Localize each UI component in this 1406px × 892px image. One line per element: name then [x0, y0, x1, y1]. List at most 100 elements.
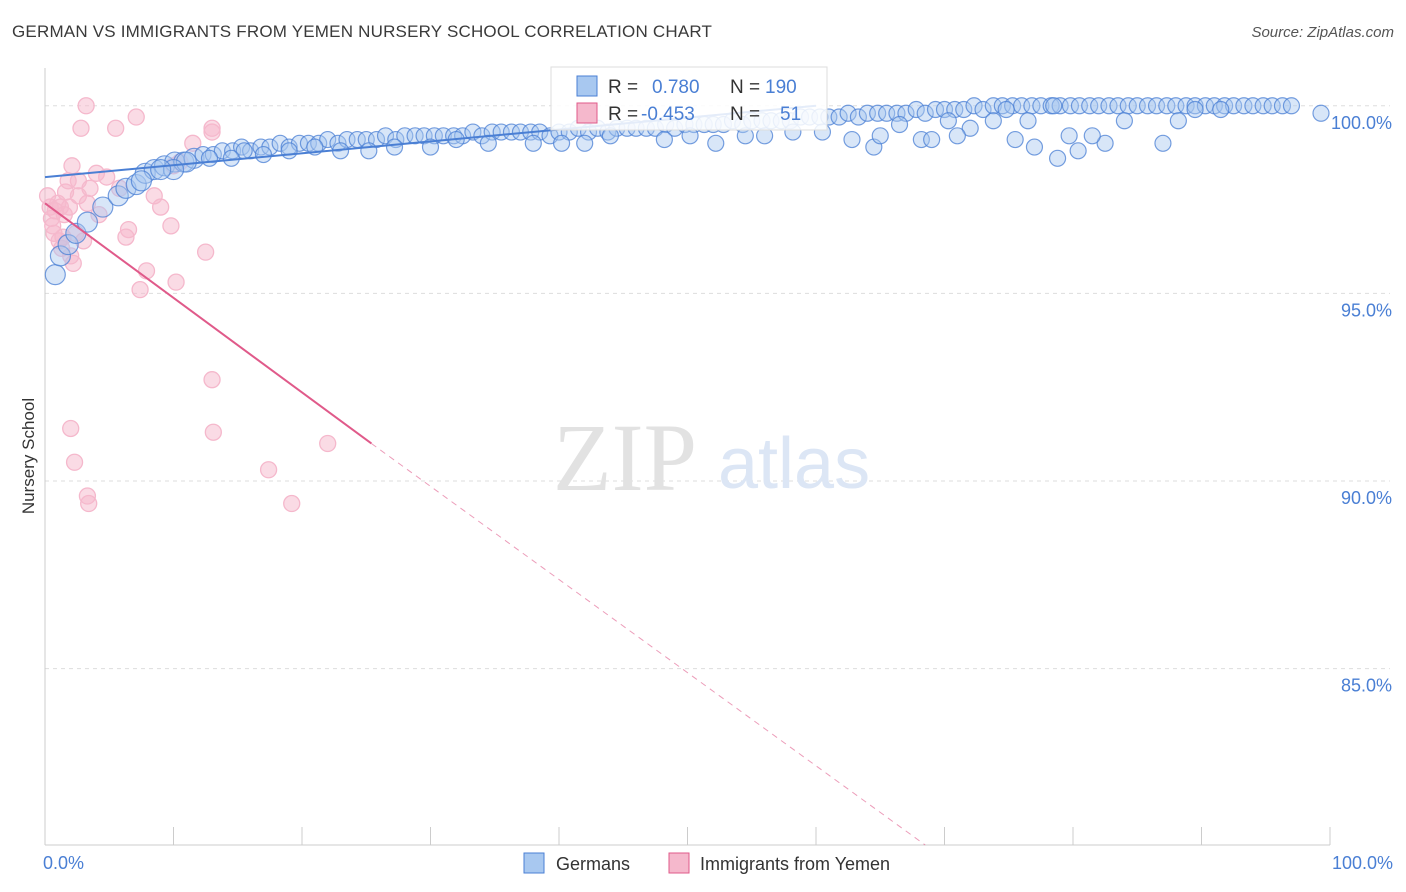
yemen-point: [51, 198, 70, 216]
german-point: [479, 134, 497, 152]
x-tick-labels: 0.0% 100.0%: [43, 853, 1393, 873]
x-tick-label-min: 0.0%: [43, 853, 84, 873]
german-point: [655, 130, 673, 149]
y-tick-label: 90.0%: [1341, 488, 1392, 508]
german-point: [888, 104, 906, 122]
german-point: [502, 123, 521, 141]
y-axis-label: Nursery School: [19, 398, 38, 514]
german-point: [849, 108, 868, 126]
yemen-point: [98, 168, 116, 186]
german-point: [955, 100, 973, 119]
bottom-legend-yemen: Immigrants from Yemen: [700, 854, 890, 874]
german-point: [1006, 130, 1024, 149]
legend-r-value-yemen: -0.453: [641, 104, 695, 125]
german-point: [49, 245, 72, 267]
german-point: [464, 123, 482, 141]
axes: [44, 68, 1331, 846]
german-point: [839, 104, 857, 122]
german-point: [552, 134, 571, 152]
german-point: [871, 127, 889, 145]
yemen-point: [184, 134, 202, 152]
german-point: [1096, 134, 1114, 152]
german-point: [907, 100, 925, 119]
german-point: [1081, 97, 1099, 115]
grid-lines: [45, 105, 1390, 670]
german-point: [843, 130, 861, 149]
german-point: [360, 142, 378, 160]
legend-n-label-yemen: N =: [730, 104, 760, 125]
german-point: [222, 149, 240, 167]
german-point: [1186, 100, 1204, 119]
german-point: [961, 119, 979, 137]
german-point: [130, 170, 152, 192]
yemen-point: [119, 220, 138, 239]
bottom-legend-swatch-germans: [523, 852, 545, 874]
german-point: [1158, 97, 1176, 115]
german-point: [76, 211, 99, 233]
yemen-point: [137, 262, 156, 280]
bottom-legend-swatch-yemen: [668, 852, 690, 874]
yemen-point: [80, 494, 98, 513]
german-point: [107, 185, 129, 207]
yemen-point: [203, 123, 221, 141]
german-point: [1019, 112, 1037, 130]
y-tick-label: 100.0%: [1331, 113, 1392, 133]
german-point: [916, 104, 934, 122]
german-point: [1235, 97, 1253, 115]
german-point: [92, 196, 114, 218]
german-point: [1115, 112, 1134, 130]
yemen-point: [72, 119, 90, 137]
german-point: [319, 130, 337, 149]
german-point: [1048, 149, 1067, 167]
bottom-legend-germans: Germans: [556, 854, 630, 874]
german-point: [707, 134, 725, 152]
yemen-point: [63, 157, 81, 175]
german-point: [1069, 142, 1087, 160]
yemen-point: [151, 198, 170, 216]
legend-n-value-germans: 190: [765, 77, 797, 98]
yemen-point: [259, 461, 278, 479]
german-point: [421, 138, 440, 156]
german-point: [175, 151, 197, 173]
yemen-point: [107, 119, 125, 137]
german-point: [890, 115, 909, 134]
x-tick-label-max: 100.0%: [1332, 853, 1393, 873]
watermark-zip: ZIP: [553, 404, 697, 511]
german-point: [974, 100, 992, 119]
german-point: [44, 264, 66, 286]
chart-title: GERMAN VS IMMIGRANTS FROM YEMEN NURSERY …: [12, 22, 713, 41]
german-point: [150, 158, 172, 181]
legend-r-label-yemen: R =: [608, 104, 638, 125]
german-point: [376, 127, 395, 145]
german-point: [926, 100, 945, 119]
german-point: [254, 145, 273, 164]
german-point: [1045, 97, 1063, 115]
legend-r-value-germans: 0.780: [652, 77, 700, 98]
german-point: [984, 97, 1002, 115]
german-point: [1177, 97, 1195, 115]
legend-n-value-yemen: 51: [780, 104, 801, 125]
yemen-point: [65, 453, 84, 471]
y-tick-labels: 100.0% 95.0% 90.0% 85.0%: [1331, 113, 1392, 696]
german-point: [830, 108, 848, 126]
german-point: [869, 104, 887, 122]
yemen-point: [283, 494, 301, 513]
yemen-point: [131, 280, 149, 299]
german-point: [1169, 112, 1187, 130]
german-point: [1154, 134, 1172, 152]
y-tick-label: 95.0%: [1341, 300, 1392, 320]
german-point: [1254, 97, 1272, 115]
german-point: [385, 138, 404, 156]
german-point: [965, 97, 983, 115]
legend-n-label-germans: N =: [730, 77, 760, 98]
german-point: [1312, 104, 1330, 122]
watermark-atlas: atlas: [718, 424, 870, 504]
german-point: [997, 100, 1015, 119]
german-point: [57, 234, 79, 256]
stats-legend: R = 0.780 N = 190 R = -0.453 N = 51: [550, 66, 828, 131]
legend-r-label-germans: R =: [608, 77, 638, 98]
german-point: [923, 130, 941, 149]
german-point: [1060, 127, 1078, 145]
yemen-point: [196, 243, 215, 261]
german-point: [1100, 97, 1118, 115]
